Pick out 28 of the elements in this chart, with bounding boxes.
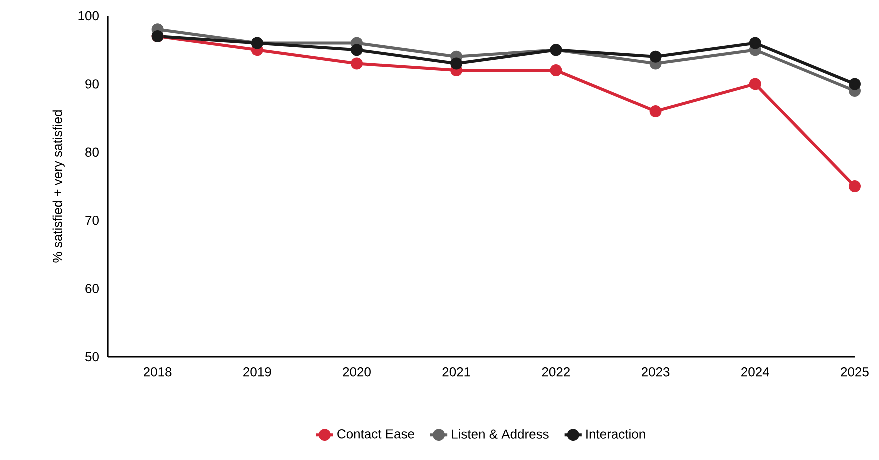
y-tick-label: 80	[86, 148, 99, 157]
x-tick-label: 2019	[244, 368, 272, 377]
legend-label: Listen & Address	[452, 429, 549, 439]
point	[848, 180, 861, 192]
point	[749, 78, 762, 90]
point	[550, 64, 562, 77]
x-tick-label: 2025	[841, 368, 869, 377]
y-tick-label: 70	[86, 216, 99, 226]
legend-label: Contact Ease	[338, 430, 414, 439]
y-axis-title: % satisfied + very satisfied	[52, 110, 65, 263]
y-tick-label: 100	[78, 11, 99, 21]
point	[650, 105, 662, 118]
y-tick-label: 90	[86, 80, 99, 89]
x-tick-label: 2023	[642, 368, 670, 377]
x-tick-label: 2021	[442, 368, 470, 377]
x-tick-label: 2024	[742, 368, 770, 377]
y-tick-label: 50	[86, 352, 99, 362]
y-tick-label: 60	[86, 284, 99, 294]
point	[351, 58, 364, 70]
point	[351, 44, 364, 56]
point	[650, 50, 662, 63]
point	[749, 37, 762, 50]
x-tick-label: 2018	[144, 368, 172, 377]
x-tick-label: 2020	[343, 368, 371, 377]
point	[848, 78, 861, 90]
x-tick-label: 2022	[542, 368, 570, 377]
point	[450, 58, 463, 70]
legend-label: Interaction	[586, 429, 646, 439]
